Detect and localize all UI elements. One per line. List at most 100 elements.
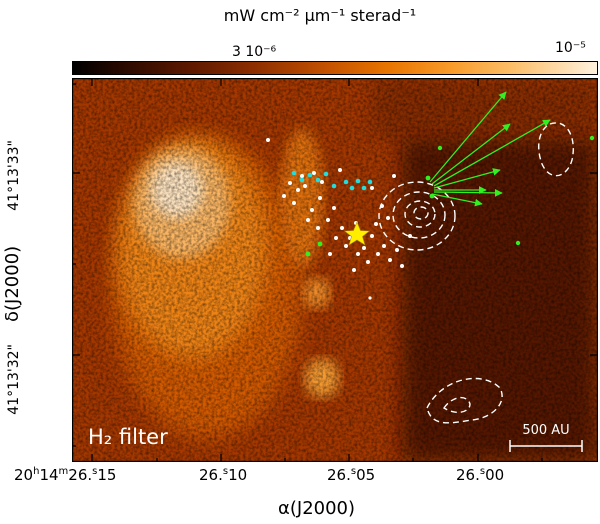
- dot: [291, 170, 297, 176]
- dot: [368, 296, 372, 300]
- dot: [366, 260, 370, 264]
- contour: [538, 122, 574, 177]
- h2-image-canvas: 500 AU H₂ filter: [72, 78, 598, 462]
- dot: [300, 174, 304, 178]
- y-tick-label: 41°13'33": [6, 140, 22, 211]
- arrow: [429, 91, 507, 183]
- contour: [404, 200, 436, 228]
- dot: [395, 248, 399, 252]
- cyan-dots: [291, 170, 373, 191]
- y-axis-label: δ(J2000): [2, 245, 23, 322]
- dot: [332, 206, 336, 210]
- colorbar-unit-label: mW cm⁻² μm⁻¹ sterad⁻¹: [223, 6, 417, 25]
- dot: [292, 201, 296, 205]
- x-tick-part: 10: [228, 466, 248, 484]
- dot: [317, 241, 323, 247]
- arrow: [433, 188, 503, 197]
- arrow: [433, 119, 551, 187]
- dot: [382, 244, 386, 248]
- contours: [378, 122, 574, 424]
- dot: [323, 171, 329, 177]
- arrow: [433, 168, 501, 189]
- dot: [307, 172, 313, 178]
- pixel-noise: [72, 78, 598, 462]
- dot: [316, 226, 320, 230]
- x-tick-part: 26.: [327, 466, 351, 484]
- dot: [388, 258, 392, 262]
- h2-image: 500 AU H₂ filter: [72, 78, 598, 462]
- dot: [343, 179, 349, 185]
- x-tick-part: 00: [485, 466, 505, 484]
- dot: [310, 208, 314, 212]
- x-tick-part: s: [92, 466, 98, 477]
- dot: [305, 251, 311, 257]
- x-tick-part: 26.: [199, 466, 223, 484]
- x-tick-part: s: [222, 466, 229, 477]
- dot: [425, 175, 431, 181]
- x-tick-part: s: [479, 466, 486, 477]
- dot: [370, 234, 374, 238]
- x-tick-part: 20: [14, 466, 34, 484]
- dot: [338, 168, 342, 172]
- dot: [376, 252, 380, 256]
- dot: [362, 246, 366, 250]
- dot: [380, 204, 384, 208]
- dot: [344, 244, 348, 248]
- dot: [288, 181, 292, 185]
- dot: [367, 179, 373, 185]
- dot: [303, 184, 307, 188]
- colorbar-tick-high: 10⁻⁵: [555, 40, 586, 56]
- x-tick-label: 26.s00: [456, 466, 504, 484]
- dot: [437, 145, 443, 151]
- dot: [331, 183, 337, 189]
- x-tick-part: 05: [356, 466, 376, 484]
- star-marker: [343, 221, 371, 246]
- dot: [356, 252, 360, 256]
- filter-label: H₂ filter: [88, 425, 168, 449]
- dot: [386, 216, 390, 220]
- dot: [340, 226, 344, 230]
- scale-bar: [509, 440, 583, 452]
- dot: [306, 218, 310, 222]
- dot: [266, 138, 270, 142]
- dot: [370, 186, 374, 190]
- image-border: [72, 78, 598, 462]
- colorbar: [72, 61, 598, 75]
- dot: [334, 236, 338, 240]
- dot: [315, 177, 321, 183]
- x-tick-part: 26.: [68, 466, 93, 484]
- outflow-arrows: [429, 91, 551, 207]
- arrow: [431, 193, 483, 207]
- arrow: [431, 123, 511, 185]
- x-tick-label: 20h14m26.s15: [14, 466, 116, 484]
- dot: [282, 194, 286, 198]
- contour: [413, 206, 429, 220]
- x-tick-part: 26.: [456, 466, 480, 484]
- dot: [326, 218, 330, 222]
- dot: [299, 177, 305, 183]
- x-tick-label: 26.s10: [199, 466, 247, 484]
- dot: [374, 222, 378, 226]
- dot: [355, 178, 361, 184]
- contour: [443, 397, 471, 414]
- dot: [352, 268, 356, 272]
- y-tick-label: 41°13'32": [6, 344, 22, 415]
- dot: [408, 234, 412, 238]
- dot: [429, 193, 435, 199]
- green-dots: [305, 135, 595, 257]
- dot: [349, 185, 355, 191]
- dot: [392, 174, 396, 178]
- contour: [378, 181, 456, 251]
- scale-bar-label: 500 AU: [522, 423, 569, 438]
- x-tick-part: m: [58, 466, 69, 477]
- dot: [400, 264, 404, 268]
- dot: [318, 196, 322, 200]
- x-tick-part: 14: [39, 466, 59, 484]
- x-tick-part: s: [350, 466, 357, 477]
- dot: [361, 185, 367, 191]
- dot: [328, 252, 332, 256]
- dot: [296, 188, 300, 192]
- x-tick-part: 15: [97, 466, 117, 484]
- colorbar-tick-low: 3 10⁻⁶: [232, 44, 277, 60]
- dot: [320, 180, 324, 184]
